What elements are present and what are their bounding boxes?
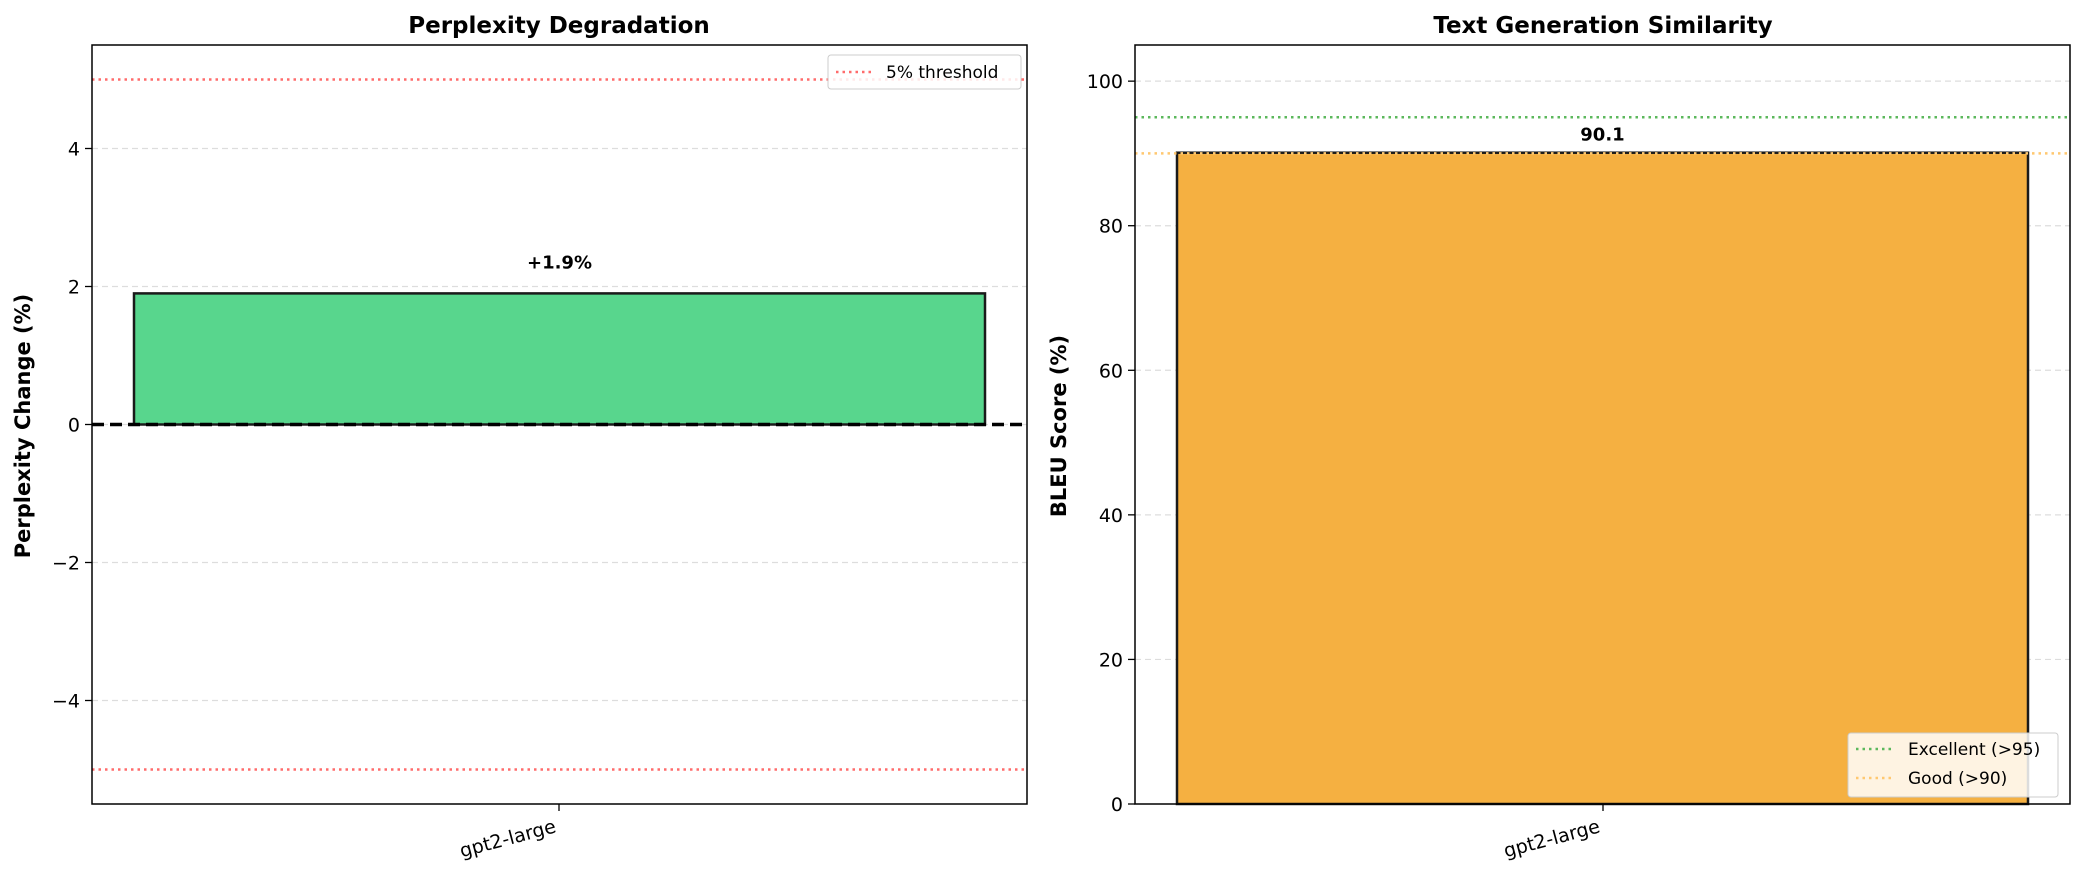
- legend: 5% threshold: [827, 54, 1022, 90]
- legend-entry: 5% threshold: [886, 63, 998, 83]
- y-tick-label: 0: [68, 415, 80, 437]
- x-tick-label: gpt2-large: [457, 816, 558, 863]
- legend-box: [1847, 732, 2059, 798]
- chart-title: Perplexity Degradation: [408, 13, 710, 39]
- y-axis-label: BLEU Score (%): [1047, 335, 1071, 517]
- y-tick-label: 40: [1099, 505, 1123, 527]
- y-tick-label: 100: [1087, 71, 1123, 93]
- y-tick-label: 4: [68, 139, 80, 161]
- plot-frame: [91, 44, 1028, 805]
- bar: [1175, 151, 2030, 806]
- x-tick-label: gpt2-large: [1501, 816, 1602, 863]
- bleu-chart: Text Generation Similarity BLEU Score (%…: [1047, 13, 2071, 863]
- y-tick-label: 2: [68, 277, 80, 299]
- y-tick-label: 20: [1099, 649, 1123, 671]
- y-axis-label: Perplexity Change (%): [11, 294, 35, 559]
- legend-entry: Good (>90): [1908, 769, 2007, 789]
- legend-box: [827, 54, 1022, 90]
- y-tick-label: −4: [52, 691, 80, 713]
- data-label: 90.1: [1580, 125, 1624, 146]
- bar: [132, 292, 987, 426]
- y-tick-label: −2: [52, 553, 80, 575]
- plot-frame: [1134, 44, 2071, 805]
- data-label: +1.9%: [527, 252, 592, 273]
- chart-title: Text Generation Similarity: [1433, 13, 1772, 39]
- perplexity-chart: Perplexity Degradation Perplexity Change…: [11, 13, 1028, 863]
- y-tick-label: 0: [1111, 794, 1123, 816]
- legend: Excellent (>95) Good (>90): [1847, 732, 2059, 798]
- legend-entry: Excellent (>95): [1908, 740, 2040, 760]
- y-tick-label: 60: [1099, 360, 1123, 382]
- y-tick-label: 80: [1099, 216, 1123, 238]
